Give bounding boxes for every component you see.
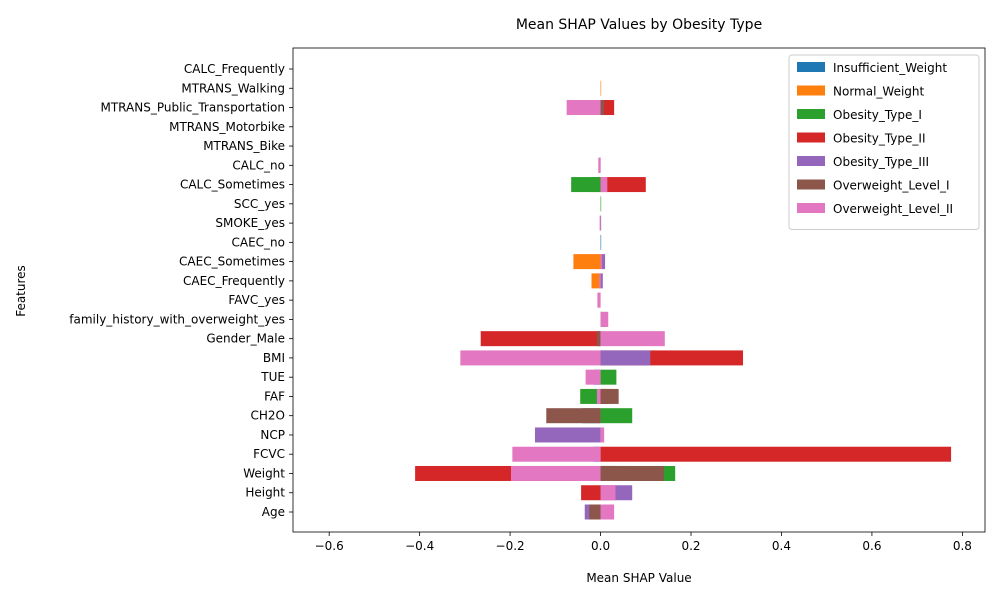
plot-frame xyxy=(292,47,986,533)
x-tick-label: 0.2 xyxy=(681,539,700,553)
y-tick-label: MTRANS_Bike xyxy=(203,139,285,153)
bar-obesity-type-i-faf xyxy=(580,388,601,404)
y-tick-label: MTRANS_Public_Transportation xyxy=(101,101,286,115)
legend-label: Insufficient_Weight xyxy=(833,61,947,75)
bar-obesity-type-iii-ncp xyxy=(534,427,601,443)
legend-swatch xyxy=(797,62,825,72)
legend-swatch xyxy=(797,132,825,143)
x-tick-label: 0.0 xyxy=(591,539,610,553)
bar-obesity-type-i-calc-sometimes xyxy=(571,177,601,193)
x-tick-label: 0.4 xyxy=(772,539,791,553)
bar-obesity-type-iii-caec-frequently xyxy=(600,273,603,289)
bar-normal-weight-mtrans-walking xyxy=(600,80,602,96)
bar-overweight-level-ii-faf xyxy=(596,388,601,404)
bar-overweight-level-ii-caec-frequently xyxy=(599,273,601,289)
bar-obesity-type-i-scc-yes xyxy=(600,196,602,212)
bar-overweight-level-ii-age xyxy=(600,504,615,520)
bar-overweight-level-ii-fcvc xyxy=(512,446,601,462)
bar-overweight-level-ii-smoke-yes xyxy=(599,215,601,231)
y-tick-label: CALC_Frequently xyxy=(184,62,285,76)
y-tick-label: Height xyxy=(245,486,285,500)
bar-overweight-level-i-mtrans-public-transportation xyxy=(600,100,605,116)
bar-obesity-type-ii-calc-sometimes xyxy=(600,177,646,193)
bar-obesity-type-iii-smoke-yes xyxy=(600,215,602,231)
legend-box xyxy=(788,54,980,230)
x-axis-label: Mean SHAP Value xyxy=(586,571,691,585)
bar-overweight-level-i-gender-male xyxy=(596,331,601,347)
axes-layer: −0.6 −0.4 −0.2 0.0 0.2 0.4 0.6 0.8 Age Height Weig… xyxy=(69,47,986,553)
y-tick-label: CALC_no xyxy=(232,158,285,172)
y-tick-label: NCP xyxy=(260,428,285,442)
bar-obesity-type-i-ch2o xyxy=(600,408,633,424)
legend: Insufficient_Weight Normal_Weight Obesity_… xyxy=(788,54,980,230)
y-tick-label: FAF xyxy=(264,389,285,403)
bar-overweight-level-ii-bmi xyxy=(460,350,601,366)
legend-label: Overweight_Level_II xyxy=(833,202,953,216)
bar-insufficient-weight-caec-no xyxy=(600,234,602,250)
bar-overweight-level-ii-calc-no xyxy=(598,157,601,173)
legend-label: Normal_Weight xyxy=(833,85,925,99)
x-tick-label: −0.4 xyxy=(405,539,434,553)
y-tick-label: family_history_with_overweight_yes xyxy=(69,312,285,326)
x-tick-label: 0.6 xyxy=(862,539,881,553)
bar-overweight-level-ii-caec-sometimes xyxy=(600,254,602,270)
legend-label: Obesity_Type_III xyxy=(833,155,929,169)
legend-swatch xyxy=(797,85,825,96)
x-tick-label: −0.6 xyxy=(315,539,344,553)
bar-overweight-level-ii-tue xyxy=(585,369,601,385)
bars-layer xyxy=(415,80,952,520)
bar-overweight-level-ii-gender-male xyxy=(600,331,665,347)
y-tick-label: CAEC_no xyxy=(232,235,286,249)
y-tick-label: CAEC_Sometimes xyxy=(179,255,285,269)
y-tick-label: TUE xyxy=(260,370,285,384)
bar-obesity-type-iii-caec-sometimes xyxy=(600,254,606,270)
y-tick-label: CAEC_Frequently xyxy=(183,274,285,288)
bar-overweight-level-i-ch2o xyxy=(546,408,601,424)
y-tick-label: Weight xyxy=(243,466,285,480)
bar-normal-weight-caec-frequently xyxy=(591,273,601,289)
chart-title: Mean SHAP Values by Obesity Type xyxy=(516,17,762,33)
y-tick-label: FCVC xyxy=(253,447,285,461)
bar-overweight-level-i-faf xyxy=(600,388,619,404)
legend-swatch xyxy=(797,179,825,190)
y-tick-label: BMI xyxy=(263,351,285,365)
bar-obesity-type-ii-height xyxy=(581,485,601,501)
y-tick-label: CALC_Sometimes xyxy=(180,178,285,192)
bar-obesity-type-ii-gender-male xyxy=(480,331,601,347)
y-tick-label: FAVC_yes xyxy=(228,293,285,307)
y-tick-label: Gender_Male xyxy=(206,332,285,346)
legend-swatch xyxy=(797,109,825,119)
y-tick-label: SCC_yes xyxy=(234,197,285,211)
bar-obesity-type-i-tue xyxy=(600,369,617,385)
x-tick-label: 0.8 xyxy=(953,539,972,553)
x-tick-label: −0.2 xyxy=(496,539,525,553)
bar-overweight-level-ii-weight xyxy=(511,465,601,481)
bar-obesity-type-iii-bmi xyxy=(600,350,651,366)
y-axis-label: Features xyxy=(14,265,28,317)
bar-overweight-level-ii-calc-sometimes xyxy=(600,177,608,193)
bar-overweight-level-ii-ncp xyxy=(600,427,605,443)
y-tick-label: Age xyxy=(262,505,285,519)
legend-label: Obesity_Type_I xyxy=(833,108,922,122)
y-tick-label: MTRANS_Walking xyxy=(181,81,285,95)
bar-obesity-type-ii-fcvc xyxy=(600,446,952,462)
legend-label: Overweight_Level_I xyxy=(833,179,950,193)
y-tick-label: SMOKE_yes xyxy=(215,216,285,230)
legend-label: Obesity_Type_II xyxy=(833,132,925,146)
y-tick-label: CH2O xyxy=(251,409,285,423)
bar-overweight-level-ii-favc-yes xyxy=(597,292,601,308)
legend-swatch xyxy=(797,156,825,166)
bar-overweight-level-ii-height xyxy=(600,485,616,501)
bar-overweight-level-i-age xyxy=(589,504,601,520)
bar-normal-weight-caec-sometimes xyxy=(573,254,601,270)
bar-overweight-level-i-weight xyxy=(600,465,664,481)
legend-swatch xyxy=(797,203,825,213)
y-tick-label: MTRANS_Motorbike xyxy=(169,120,285,134)
bar-overweight-level-ii-family-history-with-overweight-yes xyxy=(600,311,609,327)
bar-overweight-level-ii-mtrans-public-transportation xyxy=(566,100,601,116)
